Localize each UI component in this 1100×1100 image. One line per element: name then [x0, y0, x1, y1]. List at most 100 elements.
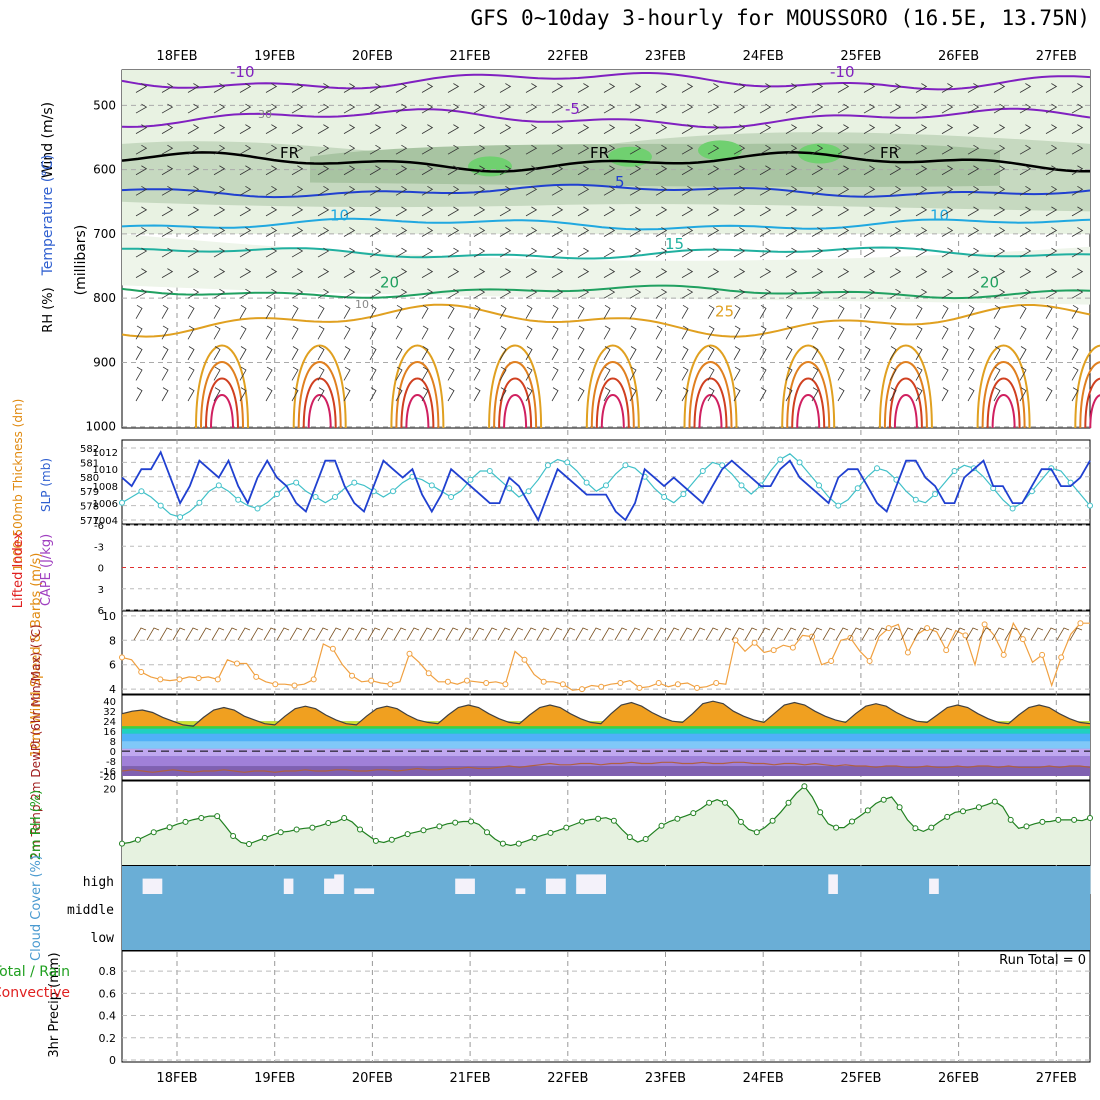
wind-barb: [421, 83, 434, 93]
rh-series-point: [610, 817, 617, 824]
wind-barb: [811, 83, 824, 93]
wind-barb: [499, 144, 512, 155]
wind-barb: [889, 288, 902, 299]
wind-barb: [499, 185, 512, 196]
cloud-high-bar: [464, 866, 476, 879]
wind-barb: [889, 103, 902, 114]
wind-barb-10m: [1030, 627, 1044, 641]
wind-barb: [837, 325, 845, 340]
slp-ylabel: SLP (mb): [39, 458, 53, 512]
rh-series-point: [706, 799, 713, 806]
x-tick-top: 21FEB: [450, 49, 491, 64]
wind-barb: [525, 185, 538, 196]
wind-barb: [1019, 144, 1032, 155]
wind-barb: [395, 227, 408, 237]
wind-barb: [525, 165, 538, 176]
wind-barb: [395, 206, 408, 217]
cloud-high-bar: [444, 866, 456, 894]
cloud-high-bar: [787, 866, 798, 894]
cloud-high-bar: [999, 866, 1010, 894]
wind-barb: [369, 103, 382, 114]
wind-barb: [239, 387, 247, 402]
wind-barb: [187, 387, 195, 402]
wind-barb: [421, 305, 429, 319]
wind-barb: [1019, 165, 1032, 176]
thickness-series-point: [506, 485, 513, 492]
cloud-high-bar: [686, 866, 698, 894]
wind-speed-series-point: [770, 647, 777, 654]
cloud-high-bar: [616, 866, 627, 894]
cloud-high-bar: [172, 866, 183, 894]
wind-barb: [1019, 366, 1027, 381]
wind-barb-10m: [432, 627, 446, 641]
wind-barb: [317, 366, 325, 381]
rh-series-point: [277, 829, 284, 836]
wind-barb: [863, 305, 871, 319]
warm-contour: [200, 361, 244, 429]
wind-barb: [733, 185, 746, 196]
wind-barb-10m: [887, 627, 901, 641]
rh-series-point: [579, 818, 586, 825]
wind-speed-series-point: [272, 681, 279, 688]
wind-barb: [733, 305, 741, 319]
wind-barb: [135, 247, 148, 258]
rh-series-point: [1007, 816, 1014, 823]
thickness-series-point: [448, 494, 455, 500]
warm-contour: [395, 361, 440, 429]
wind-barb: [187, 103, 200, 114]
wind-barb: [187, 83, 200, 93]
wind-barb: [941, 305, 949, 319]
wind-barb: [1045, 83, 1058, 93]
wind-barb-10m: [497, 627, 511, 641]
wind-barb: [525, 103, 538, 114]
wind-barb: [707, 247, 720, 258]
cloud-high-bar: [535, 866, 546, 894]
wind-barb: [239, 227, 252, 237]
wind-barb: [135, 206, 148, 217]
wind-barb: [421, 346, 429, 361]
wind-barb: [161, 268, 174, 278]
wind-barb: [759, 346, 767, 361]
wind-barb: [343, 346, 351, 361]
wind-speed-series-point: [713, 680, 720, 686]
wind-barb: [291, 124, 304, 134]
wind-barb: [291, 346, 299, 361]
warm-contour: [796, 394, 821, 429]
wind-barb: [759, 83, 772, 93]
wind-barb: [603, 185, 616, 196]
wind-barb: [681, 325, 689, 340]
x-tick-bottom: 22FEB: [547, 1071, 588, 1086]
wind-barb: [785, 103, 798, 114]
wind-barb: [733, 165, 746, 176]
wind-barb: [343, 288, 356, 299]
thickness-series-point: [157, 502, 164, 509]
precip-tick-label: 0.4: [99, 1010, 117, 1023]
wind-barb: [603, 206, 616, 217]
slp-tick-label: 1010: [93, 465, 118, 476]
rh-series-point: [1039, 818, 1046, 825]
wind-barb: [577, 124, 590, 134]
wind-barb: [213, 346, 221, 361]
wind-barb-10m: [484, 627, 498, 641]
wind-barb: [785, 346, 793, 361]
precip-ylabel: 3hr Precip (mm): [47, 952, 62, 1057]
thickness-series-point: [874, 465, 880, 472]
wind-barb: [213, 288, 226, 299]
isotherm-label: FR: [280, 144, 299, 162]
wind-barb: [369, 124, 382, 134]
thickness-series-point: [1087, 502, 1093, 509]
wind-barb: [993, 325, 1001, 340]
wind-barb: [473, 227, 486, 237]
wind-barb: [629, 325, 637, 340]
wind-barb: [811, 206, 824, 217]
wind-barb: [1071, 144, 1084, 155]
wind-barb: [629, 346, 637, 361]
wind-barb: [655, 124, 668, 134]
wind-barb: [395, 387, 403, 402]
wind-barb: [1071, 346, 1079, 361]
wind-speed-series-point: [1058, 654, 1065, 661]
wind-barb: [525, 288, 538, 299]
wind-barb: [499, 165, 512, 176]
rh-series-point: [357, 826, 363, 833]
wind-barb: [343, 83, 356, 93]
